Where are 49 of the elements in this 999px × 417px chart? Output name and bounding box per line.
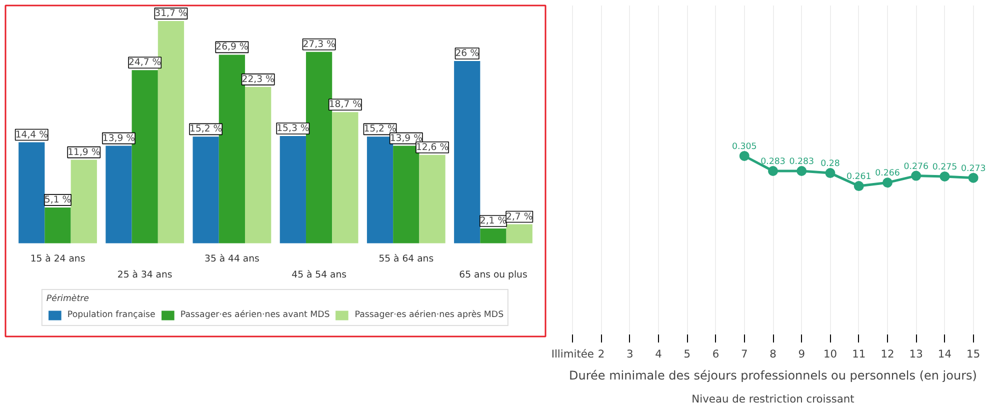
x-tick-label: 8 [770, 348, 777, 360]
x-tick-label: 35 à 44 ans [204, 254, 260, 265]
data-label: 14,4 % [15, 129, 48, 140]
x-tick-label: 13 [909, 348, 923, 360]
data-label: 0.283 [789, 157, 814, 167]
x-tick-label: 10 [823, 348, 838, 360]
x-tick-label: 6 [712, 348, 720, 360]
x-axis-title: Durée minimale des séjours professionnels ou personnels (en jours) [569, 368, 977, 382]
data-label: 31,7 % [154, 8, 188, 20]
x-tick-label: 11 [852, 348, 866, 360]
x-tick-label: 25 à 34 ans [117, 270, 172, 281]
data-label: 2,1 % [480, 215, 507, 226]
x-tick-label: 45 à 54 ans [292, 270, 347, 281]
x-tick-label: 2 [598, 348, 605, 360]
data-label: 2,7 % [506, 211, 533, 222]
x-tick-label: 55 à 64 ans [378, 254, 434, 265]
legend-label: Population française [67, 310, 156, 320]
data-label: 27,3 % [302, 38, 336, 50]
x-tick-label: Illimitée [551, 348, 594, 360]
data-label: 13,9 % [102, 132, 136, 144]
x-tick-label: 4 [655, 348, 662, 360]
data-label: 0.261 [846, 172, 872, 182]
x-tick-label: 9 [798, 348, 806, 360]
x-tick-label: 7 [740, 348, 748, 360]
x-tick-label: 15 à 24 ans [30, 254, 86, 265]
data-label: 26 % [455, 48, 480, 59]
x-tick-label: 14 [938, 348, 952, 360]
legend-title: Périmètre [46, 294, 90, 304]
data-label: 15,3 % [276, 122, 310, 134]
x-tick-label: 15 [966, 348, 980, 360]
data-label: 13,9 % [390, 132, 423, 144]
data-label: 0.275 [932, 162, 958, 172]
data-label: 0.276 [904, 162, 928, 172]
data-label: 18,7 % [328, 99, 362, 110]
data-label: 0.28 [820, 159, 840, 170]
data-label: 0.305 [732, 142, 757, 152]
text: Niveau de restriction croissant [692, 392, 854, 406]
x-tick-label: 65 ans ou plus [459, 270, 528, 281]
data-label: 0.283 [760, 157, 786, 167]
legend-label: Passager·es aérien·nes après MDS [354, 310, 504, 320]
x-tick-label: 12 [880, 348, 894, 360]
x-tick-label: 3 [626, 348, 634, 360]
legend-label: Passager·es aérien·nes avant MDS [180, 310, 330, 320]
data-label: 26,9 % [216, 42, 248, 53]
data-label: 22,3 % [242, 74, 275, 85]
data-label: 0.266 [875, 168, 900, 179]
x-tick-label: 5 [684, 348, 691, 360]
data-label: 15,2 % [364, 124, 396, 135]
data-label: 0.273 [960, 164, 986, 174]
